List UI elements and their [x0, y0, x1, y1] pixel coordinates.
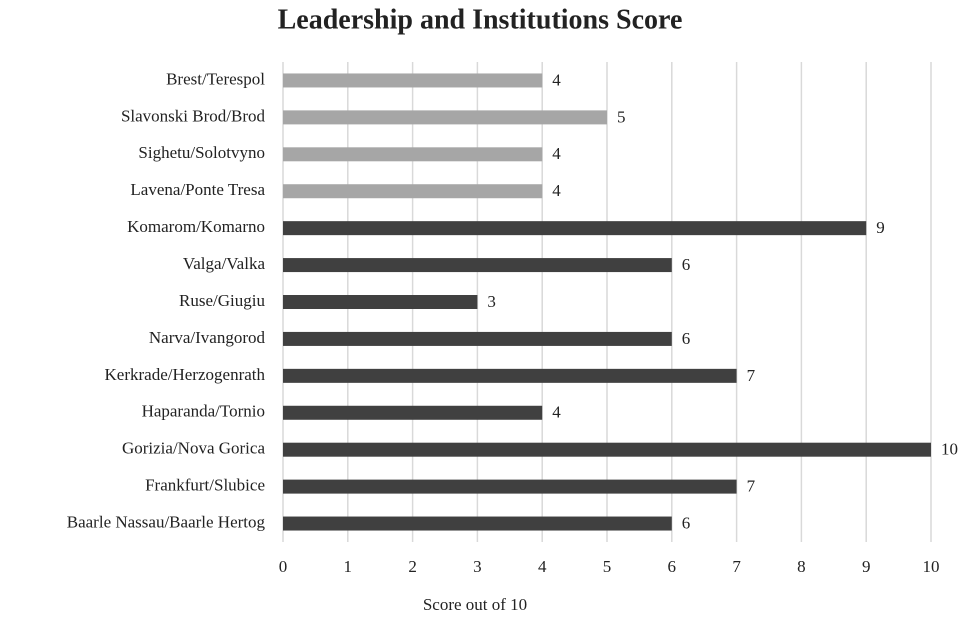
bar	[283, 184, 543, 199]
y-tick-label: Slavonski Brod/Brod	[121, 106, 266, 125]
y-tick-label: Lavena/Ponte Tresa	[130, 180, 265, 199]
chart-title: Leadership and Institutions Score	[278, 4, 683, 35]
bar	[283, 331, 672, 346]
x-tick-label: 9	[862, 557, 871, 576]
data-label: 7	[747, 477, 756, 496]
y-tick-label: Komarom/Komarno	[127, 217, 265, 236]
bar	[283, 258, 672, 273]
bar	[283, 221, 867, 236]
x-tick-label: 7	[732, 557, 741, 576]
data-label: 5	[617, 107, 626, 126]
y-tick-label: Narva/Ivangorod	[149, 328, 266, 347]
x-axis-title: Score out of 10	[423, 595, 527, 614]
bar	[283, 147, 543, 162]
x-tick-label: 5	[603, 557, 612, 576]
x-tick-label: 0	[279, 557, 288, 576]
data-label: 6	[682, 513, 691, 532]
y-tick-label: Baarle Nassau/Baarle Hertog	[67, 512, 266, 531]
bar	[283, 110, 607, 125]
data-label: 4	[552, 144, 561, 163]
bar	[283, 368, 737, 383]
y-tick-label: Sighetu/Solotvyno	[138, 143, 265, 162]
y-tick-label: Ruse/Giugiu	[179, 291, 265, 310]
x-tick-label: 8	[797, 557, 806, 576]
bar	[283, 479, 737, 494]
y-tick-label: Kerkrade/Herzogenrath	[105, 365, 266, 384]
x-tick-label: 1	[344, 557, 353, 576]
x-tick-label: 10	[923, 557, 940, 576]
data-label: 6	[682, 255, 691, 274]
bar	[283, 73, 543, 88]
bar	[283, 405, 543, 420]
y-tick-label: Gorizia/Nova Gorica	[122, 439, 265, 458]
data-label: 10	[941, 440, 958, 459]
bar	[283, 295, 478, 309]
y-tick-label: Valga/Valka	[183, 254, 266, 273]
data-label: 4	[552, 70, 561, 89]
y-tick-label: Brest/Terespol	[166, 69, 265, 88]
y-tick-label: Haparanda/Tornio	[142, 402, 265, 421]
data-label: 9	[876, 218, 885, 237]
data-label: 4	[552, 181, 561, 200]
x-tick-label: 2	[408, 557, 417, 576]
x-tick-label: 3	[473, 557, 482, 576]
data-label: 3	[487, 292, 496, 311]
x-tick-label: 6	[668, 557, 677, 576]
data-label: 4	[552, 403, 561, 422]
bar	[283, 516, 672, 531]
x-tick-label: 4	[538, 557, 547, 576]
data-label: 7	[747, 366, 756, 385]
bar	[283, 442, 931, 457]
data-label: 6	[682, 329, 691, 348]
y-tick-label: Frankfurt/Slubice	[145, 476, 265, 495]
